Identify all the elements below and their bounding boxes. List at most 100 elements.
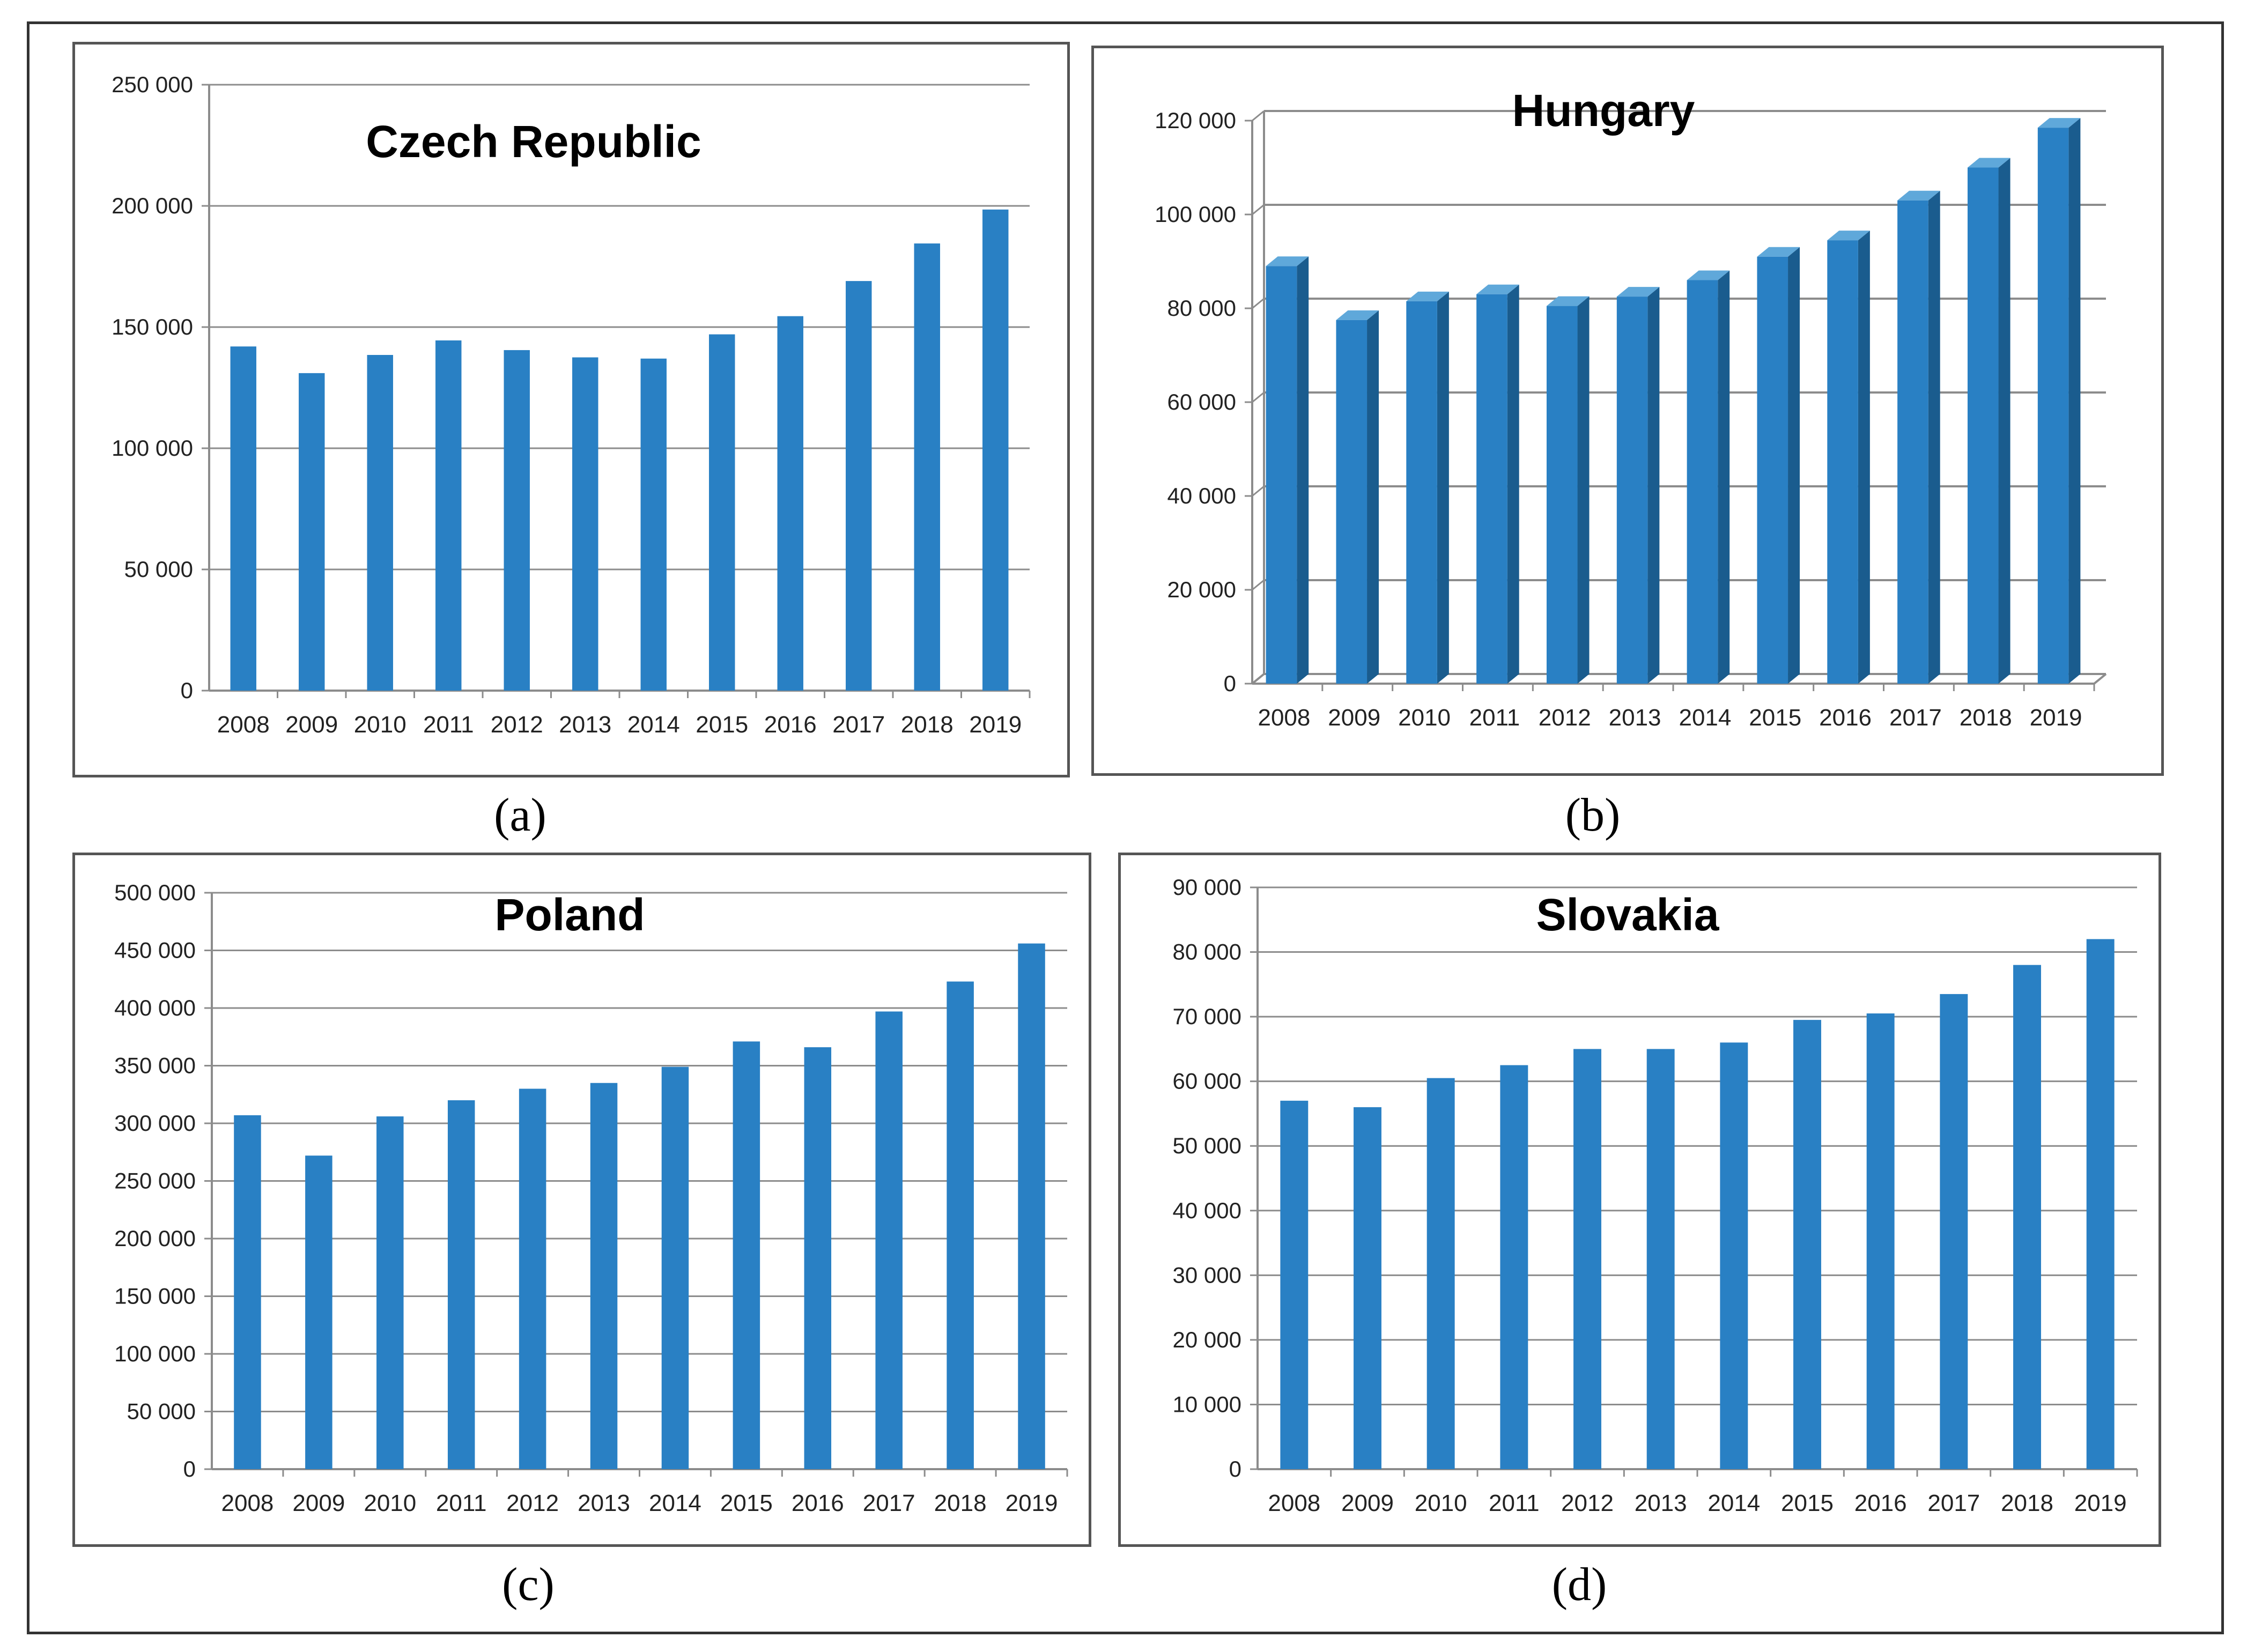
x-tick-label-2017: 2017 xyxy=(832,712,885,738)
bar-2011 xyxy=(448,1100,475,1469)
x-tick-label-2019: 2019 xyxy=(1006,1490,1058,1516)
bar-2018 xyxy=(914,243,940,691)
bar-2012 xyxy=(519,1089,546,1470)
x-tick-label-2018: 2018 xyxy=(1960,705,2012,731)
y-tick-label: 250 000 xyxy=(112,72,193,97)
x-tick-label-2012: 2012 xyxy=(1561,1490,1614,1516)
y-tick-label: 200 000 xyxy=(114,1226,196,1251)
chart-slovakia: 0 10 000 20 000 30 000 40 000 50 000 60 000 70 … xyxy=(1121,855,2159,1544)
x-tick-label-2014: 2014 xyxy=(649,1490,701,1516)
chart-title-poland: Poland xyxy=(494,890,645,940)
bar-2019 xyxy=(2038,128,2069,684)
caption-d: (d) xyxy=(1472,1558,1687,1612)
y-tick-label: 400 000 xyxy=(114,995,196,1020)
x-tick-label-2017: 2017 xyxy=(1927,1490,1980,1516)
bar-2015 xyxy=(733,1041,760,1469)
x-tick-label-2011: 2011 xyxy=(1489,1490,1540,1516)
gridline-side xyxy=(1252,111,1264,121)
x-tick-label-2016: 2016 xyxy=(792,1490,844,1516)
x-tick-label-2008: 2008 xyxy=(1258,705,1310,731)
x-tick-label-2016: 2016 xyxy=(1854,1490,1907,1516)
bar-2019 xyxy=(982,210,1008,691)
bar-2018 xyxy=(1968,168,1999,684)
x-tick-label-2010: 2010 xyxy=(1415,1490,1467,1516)
y-tick-label: 90 000 xyxy=(1173,875,1241,900)
chart-panel-hungary: 0 20 000 40 000 60 000 80 000 100 000 120 000 2… xyxy=(1091,46,2164,776)
bar-2014 xyxy=(662,1067,689,1469)
x-tick-label-2015: 2015 xyxy=(1781,1490,1834,1516)
chart-title-czech-republic: Czech Republic xyxy=(366,116,701,167)
y-tick-label: 50 000 xyxy=(124,557,193,582)
bar-side-2012 xyxy=(1578,297,1590,684)
x-tick-label-2014: 2014 xyxy=(627,712,680,738)
y-tick-label: 50 000 xyxy=(127,1399,196,1424)
chart-hungary: 0 20 000 40 000 60 000 80 000 100 000 120 000 2… xyxy=(1094,48,2161,773)
chart-panel-czech-republic: 0 50 000 100 000 150 000 200 000 250 000 2008 2… xyxy=(72,42,1070,777)
gridline-side xyxy=(1252,205,1264,214)
y-tick-label: 0 xyxy=(1224,671,1236,696)
x-tick-label-2016: 2016 xyxy=(764,712,817,738)
y-tick-label: 0 xyxy=(183,1456,196,1481)
y-tick-label: 20 000 xyxy=(1173,1327,1241,1352)
bar-2009 xyxy=(1336,320,1367,684)
bar-2013 xyxy=(1647,1049,1675,1469)
bar-2009 xyxy=(305,1155,332,1469)
bar-2016 xyxy=(804,1047,832,1469)
y-tick-label: 80 000 xyxy=(1167,295,1236,321)
x-tick-label-2019: 2019 xyxy=(969,712,1022,738)
x-tick-label-2013: 2013 xyxy=(559,712,611,738)
bar-side-2014 xyxy=(1718,271,1729,684)
y-tick-label: 120 000 xyxy=(1155,108,1236,133)
y-tick-label: 350 000 xyxy=(114,1053,196,1078)
bar-2018 xyxy=(947,982,974,1469)
bar-2015 xyxy=(1757,257,1788,684)
gridline-side xyxy=(1252,392,1264,402)
y-tick-label: 150 000 xyxy=(114,1284,196,1309)
x-tick-label-2010: 2010 xyxy=(354,712,406,738)
x-tick-label-2018: 2018 xyxy=(901,712,954,738)
x-tick-label-2018: 2018 xyxy=(2001,1490,2053,1516)
bar-side-2015 xyxy=(1788,247,1800,684)
caption-c: (c) xyxy=(421,1558,635,1612)
x-tick-label-2017: 2017 xyxy=(863,1490,915,1516)
caption-b: (b) xyxy=(1485,788,1700,842)
y-tick-label: 60 000 xyxy=(1173,1069,1241,1094)
bar-side-2011 xyxy=(1507,285,1519,684)
bar-2012 xyxy=(504,350,530,691)
bar-2017 xyxy=(1897,201,1928,684)
bar-2016 xyxy=(1867,1013,1895,1469)
gridline-side xyxy=(1252,486,1264,496)
x-tick-label-2010: 2010 xyxy=(1398,705,1451,731)
bar-2017 xyxy=(1940,994,1968,1469)
x-tick-label-2014: 2014 xyxy=(1708,1490,1760,1516)
x-tick-label-2012: 2012 xyxy=(491,712,543,738)
x-tick-label-2011: 2011 xyxy=(436,1490,487,1516)
x-tick-label-2015: 2015 xyxy=(1749,705,1801,731)
bar-2016 xyxy=(778,316,803,691)
y-tick-label: 100 000 xyxy=(112,435,193,461)
bar-2014 xyxy=(1720,1042,1748,1469)
bar-2013 xyxy=(1617,297,1648,684)
bar-2008 xyxy=(1280,1101,1308,1469)
x-tick-label-2010: 2010 xyxy=(364,1490,416,1516)
y-tick-label: 40 000 xyxy=(1173,1198,1241,1223)
bar-2013 xyxy=(572,358,598,691)
bar-2015 xyxy=(709,335,735,691)
bar-2008 xyxy=(231,346,256,691)
chart-title-slovakia: Slovakia xyxy=(1536,890,1720,940)
bar-2018 xyxy=(2013,965,2041,1469)
bar-2014 xyxy=(1687,280,1718,684)
bar-2010 xyxy=(1406,301,1437,684)
y-tick-label: 100 000 xyxy=(114,1341,196,1366)
bar-2008 xyxy=(234,1115,261,1469)
bar-2010 xyxy=(367,355,393,691)
y-tick-label: 80 000 xyxy=(1173,939,1241,965)
x-tick-label-2019: 2019 xyxy=(2074,1490,2127,1516)
bar-side-2019 xyxy=(2068,118,2080,684)
x-tick-label-2008: 2008 xyxy=(217,712,270,738)
x-tick-label-2017: 2017 xyxy=(1889,705,1942,731)
bar-2011 xyxy=(1500,1065,1528,1469)
x-tick-label-2008: 2008 xyxy=(221,1490,274,1516)
bar-side-2016 xyxy=(1858,231,1870,684)
bar-2016 xyxy=(1827,240,1858,684)
